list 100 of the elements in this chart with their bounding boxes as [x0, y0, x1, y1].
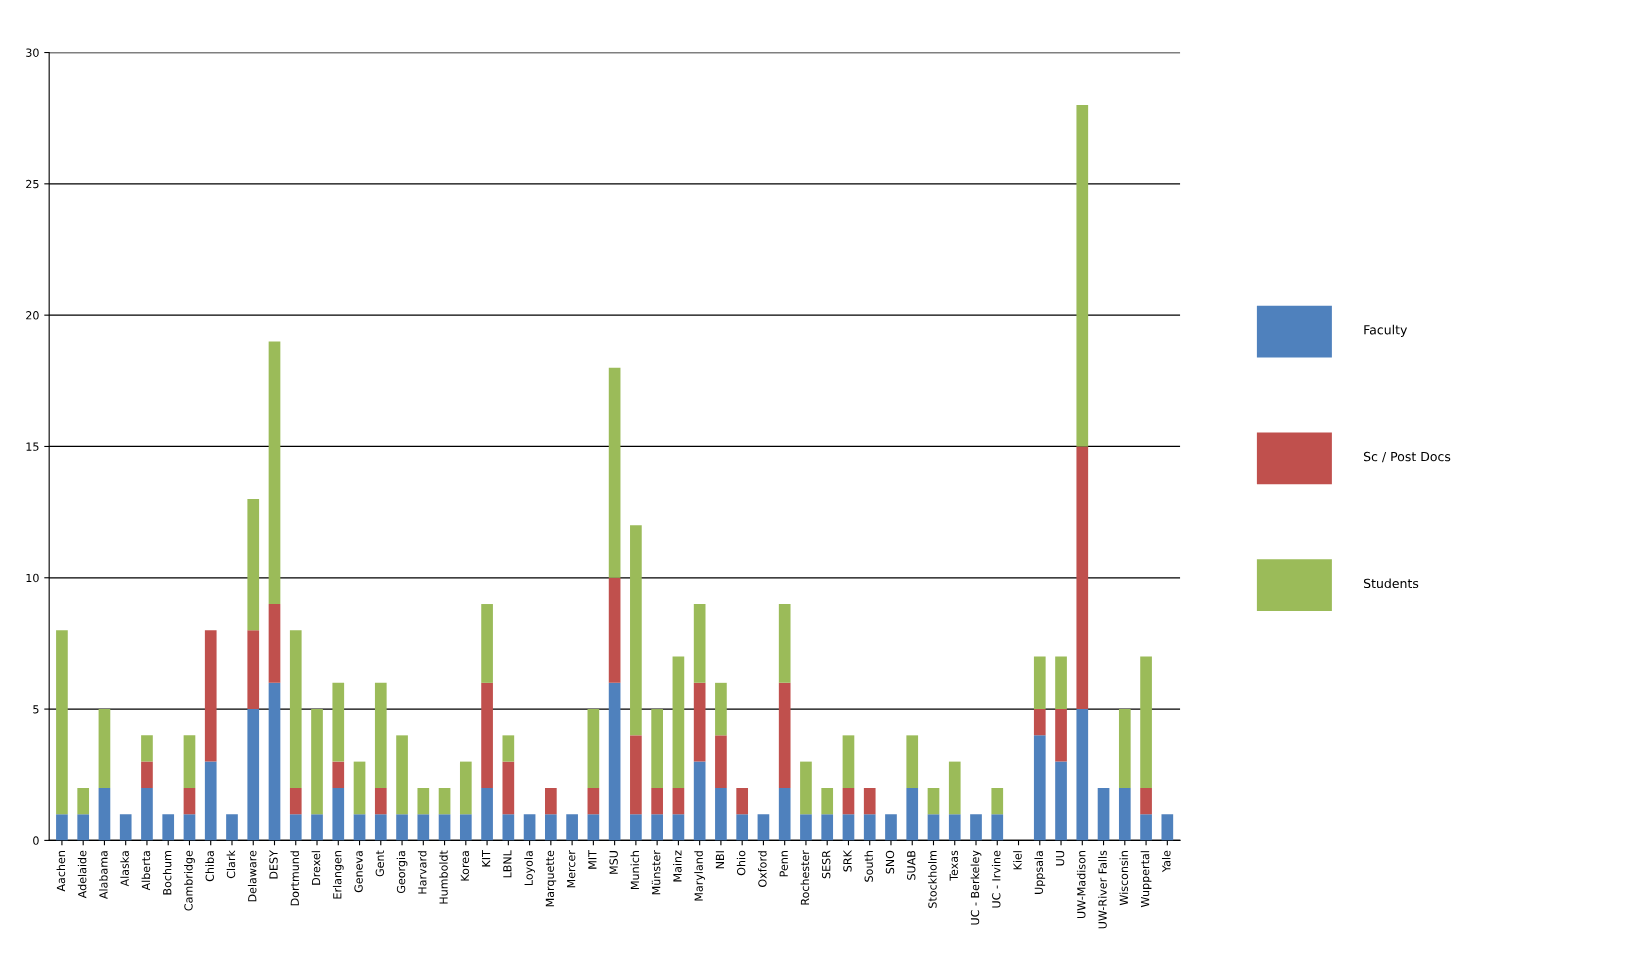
x-tick-label: SESR — [822, 850, 831, 879]
bar — [162, 814, 175, 841]
bar — [459, 761, 472, 815]
x-tick-label: UU — [1056, 851, 1065, 866]
bar — [1033, 709, 1046, 736]
bar — [268, 682, 281, 841]
x-tick-label: MIT — [588, 850, 597, 869]
bar — [651, 814, 663, 841]
bar — [481, 604, 493, 683]
bar — [651, 787, 663, 815]
bar — [141, 735, 153, 762]
x-tick-label: Gent — [375, 850, 385, 877]
bar — [715, 735, 727, 788]
x-tick-label: Aachen — [56, 851, 66, 892]
bar — [1055, 761, 1067, 841]
x-tick-label: Mainz — [673, 850, 682, 882]
bar — [800, 814, 812, 841]
x-tick-label: Adelaide — [77, 850, 87, 899]
x-tick-label: Delaware — [247, 850, 257, 902]
bar — [587, 814, 600, 841]
bar — [821, 787, 834, 815]
bar — [608, 682, 621, 841]
bar — [77, 814, 90, 841]
bar — [715, 787, 727, 841]
bar — [523, 814, 536, 841]
bar — [77, 787, 90, 815]
bar — [778, 682, 791, 788]
bar — [885, 814, 897, 841]
bar — [1055, 709, 1067, 762]
bar — [693, 761, 706, 841]
bar — [332, 787, 345, 841]
bar — [56, 814, 68, 841]
bar — [98, 709, 111, 788]
bar — [1033, 735, 1046, 841]
x-tick-label: UW-Madison — [1076, 851, 1086, 918]
bar — [502, 761, 515, 815]
x-tick-label: Korea — [460, 851, 470, 881]
y-tick-label: 30 — [26, 48, 39, 57]
bar — [906, 787, 919, 841]
bar — [247, 709, 260, 841]
x-tick-label: Yale — [1161, 850, 1171, 873]
bar — [630, 525, 642, 736]
bar — [715, 682, 727, 736]
x-tick-label: SUAB — [907, 850, 916, 880]
bar — [396, 735, 408, 815]
bar — [247, 630, 260, 710]
bar — [778, 787, 791, 841]
x-tick-label: Humboldt — [439, 850, 448, 904]
bar — [247, 498, 260, 631]
bar — [204, 761, 217, 841]
bar — [502, 814, 515, 841]
x-tick-label: UC - Berkeley — [970, 850, 982, 925]
bar — [863, 814, 876, 841]
x-tick-label: SRK — [843, 849, 852, 872]
bar — [438, 787, 451, 815]
text: Sc / Post Docs — [1363, 451, 1451, 463]
x-tick-label: Harvard — [417, 851, 427, 894]
bar — [141, 761, 153, 788]
bar — [800, 761, 812, 815]
x-tick-label: Ohio — [736, 850, 746, 876]
x-tick-label: Georgia — [396, 851, 408, 894]
bar — [353, 814, 366, 841]
bar — [608, 367, 621, 578]
bar — [289, 814, 302, 841]
x-tick-label: Marquette — [545, 850, 557, 907]
bar — [1118, 709, 1131, 788]
bar — [672, 814, 685, 841]
bar — [906, 735, 919, 788]
bar — [417, 787, 430, 815]
x-tick-label: Münster — [651, 850, 661, 895]
x-tick-label: Texas — [949, 850, 958, 881]
bar — [204, 630, 217, 762]
bar — [757, 814, 770, 841]
bar — [630, 735, 642, 815]
bar — [289, 787, 302, 815]
bar — [481, 787, 493, 841]
x-tick-label: Stockholm — [928, 851, 937, 908]
bar — [587, 709, 600, 788]
bar — [56, 630, 68, 815]
bar — [842, 787, 855, 815]
bar — [821, 814, 834, 841]
bar — [374, 814, 387, 841]
text: Faculty — [1364, 324, 1408, 337]
x-tick-label: Drexel — [311, 851, 321, 885]
bar — [1097, 787, 1110, 841]
bar — [693, 604, 706, 683]
bar — [374, 787, 387, 815]
bar — [183, 735, 196, 788]
x-tick-label: DESY — [269, 850, 278, 879]
bar — [311, 709, 323, 815]
bar — [1140, 787, 1152, 815]
bar — [693, 682, 706, 762]
x-tick-label: Clark — [226, 850, 236, 879]
bar — [545, 787, 557, 815]
bar — [672, 787, 685, 815]
x-tick-label: Alberta — [141, 851, 151, 891]
bar — [502, 735, 515, 762]
x-tick-label: Uppsala — [1034, 851, 1046, 894]
bar — [1140, 814, 1152, 841]
bar — [948, 814, 961, 841]
